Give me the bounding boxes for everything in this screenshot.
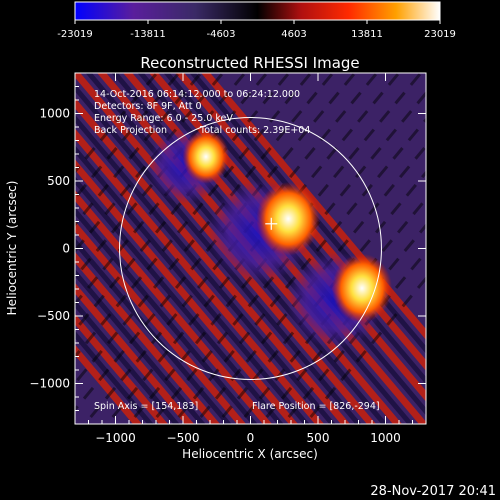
fringe-band: [75, 299, 180, 424]
x-axis-label: Heliocentric X (arcsec): [182, 447, 318, 461]
y-axis-label: Heliocentric Y (arcsec): [5, 181, 19, 316]
colorbar-tick-label: -4603: [206, 29, 235, 40]
colorbar-tick-label: 23019: [424, 29, 456, 40]
fringe-band: [75, 159, 299, 424]
fringe-node: [258, 223, 426, 424]
info-line-counts: Total counts: 2.39E+04: [199, 125, 310, 136]
spin-axis-label: Spin Axis = [154,183]: [94, 401, 198, 412]
fringe-band: [75, 114, 336, 424]
info-line-method: Back Projection: [94, 125, 167, 136]
fringe-band: [75, 128, 325, 424]
fringe-band: [75, 313, 169, 424]
sources: [147, 128, 393, 349]
fringe-band: [75, 97, 351, 424]
axis-ticks: −1000 −500 0 500 1000 −1000 −500 0 500 1000: [29, 73, 426, 445]
x-tick-label: −1000: [95, 431, 136, 445]
fringe-band: [75, 176, 284, 424]
colorbar-ticks: -23019 -13811 -4603 4603 13811 23019: [57, 20, 456, 40]
solar-limb: [119, 117, 382, 380]
info-line-energy: Energy Range: 6.0 - 25.0 keV: [94, 113, 233, 124]
x-tick-label: 0: [247, 431, 255, 445]
fringe-band: [75, 251, 221, 424]
fringe-node: [75, 73, 269, 307]
fringe-node: [75, 73, 291, 333]
fringe-band: [75, 330, 154, 424]
spin-axis-marker: [265, 217, 278, 230]
fringe-band: [75, 190, 273, 424]
colorbar-tick-label: 4603: [281, 29, 306, 40]
chart-title: Reconstructed RHESSI Image: [140, 54, 359, 72]
fringe-band: [75, 207, 258, 424]
info-line-detectors: Detectors: 8F 9F, Att 0: [94, 101, 202, 112]
fringe-node: [236, 196, 426, 424]
fringe-band: [75, 238, 232, 424]
fringe-band: [75, 221, 247, 424]
x-tick-label: −500: [167, 431, 200, 445]
footer-date: 28-Nov-2017 20:41: [370, 484, 496, 499]
fringe-node: [170, 117, 426, 424]
fringe-band: [75, 268, 206, 424]
y-tick-label: −500: [37, 309, 70, 323]
colorbar-tick-label: 13811: [351, 29, 383, 40]
fringe-node: [280, 249, 426, 424]
fringe-node: [192, 143, 426, 424]
info-line-time: 14-Oct-2016 06:14:12.000 to 06:24:12.000: [94, 89, 300, 100]
y-tick-label: 500: [47, 174, 70, 188]
fringe-node: [214, 170, 426, 424]
y-tick-label: 0: [62, 242, 70, 256]
fringe-node: [148, 90, 426, 424]
flare-source: [331, 253, 393, 323]
fringe-node: [302, 276, 426, 424]
fringe-band: [75, 344, 143, 424]
info-block: 14-Oct-2016 06:14:12.000 to 06:24:12.000…: [94, 89, 380, 412]
flare-source: [256, 182, 321, 256]
fringe-band: [75, 145, 310, 424]
x-tick-label: 1000: [370, 431, 401, 445]
fringe-band: [149, 73, 426, 402]
fringe-node: [75, 73, 247, 280]
colorbar: [75, 2, 440, 20]
flare-position-label: Flare Position = [826,-294]: [252, 401, 380, 412]
colorbar-tick-label: -23019: [57, 29, 92, 40]
flare-source: [182, 129, 230, 184]
y-tick-label: 1000: [39, 107, 70, 121]
x-tick-label: 500: [307, 431, 330, 445]
fringe-node: [75, 73, 203, 227]
fringe-band: [75, 282, 195, 424]
image-area: [75, 73, 426, 424]
y-tick-label: −1000: [29, 377, 70, 391]
colorbar-tick-label: -13811: [130, 29, 165, 40]
fringe-node: [75, 73, 225, 254]
fringe-node: [75, 73, 313, 359]
